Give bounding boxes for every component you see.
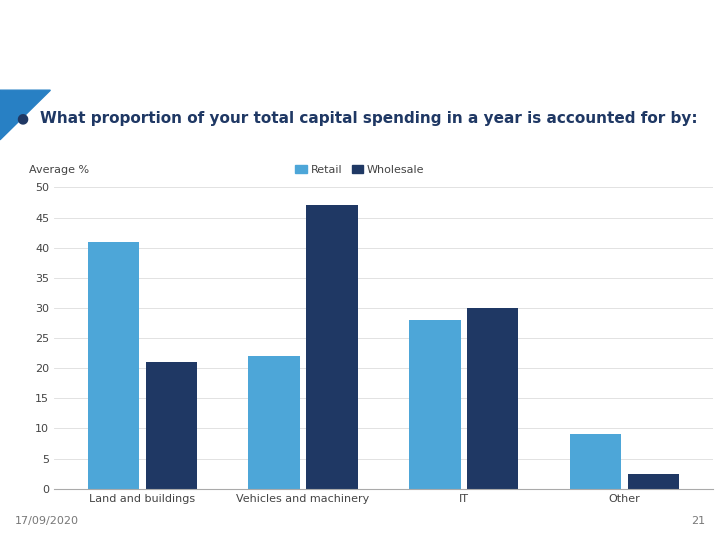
Text: Average %: Average % <box>29 165 89 175</box>
Text: THE VOICE OF BUSINESS: THE VOICE OF BUSINESS <box>634 71 701 77</box>
Bar <box>409 320 461 489</box>
Text: C|BI|: C|BI| <box>634 25 698 50</box>
Text: 21: 21 <box>691 516 706 526</box>
Bar <box>306 205 358 489</box>
Bar <box>145 362 197 489</box>
Bar <box>467 308 518 489</box>
Bar <box>570 435 621 489</box>
Text: 17/09/2020: 17/09/2020 <box>14 516 78 526</box>
Polygon shape <box>0 90 50 140</box>
Text: What proportion of your total capital spending in a year is accounted for by:: What proportion of your total capital sp… <box>40 111 697 126</box>
Bar <box>628 474 679 489</box>
Bar <box>88 241 139 489</box>
Text: Investment intentions: Investment intentions <box>18 35 292 59</box>
Bar <box>248 356 300 489</box>
Legend: Retail, Wholesale: Retail, Wholesale <box>291 160 429 179</box>
Text: ●: ● <box>16 111 28 125</box>
